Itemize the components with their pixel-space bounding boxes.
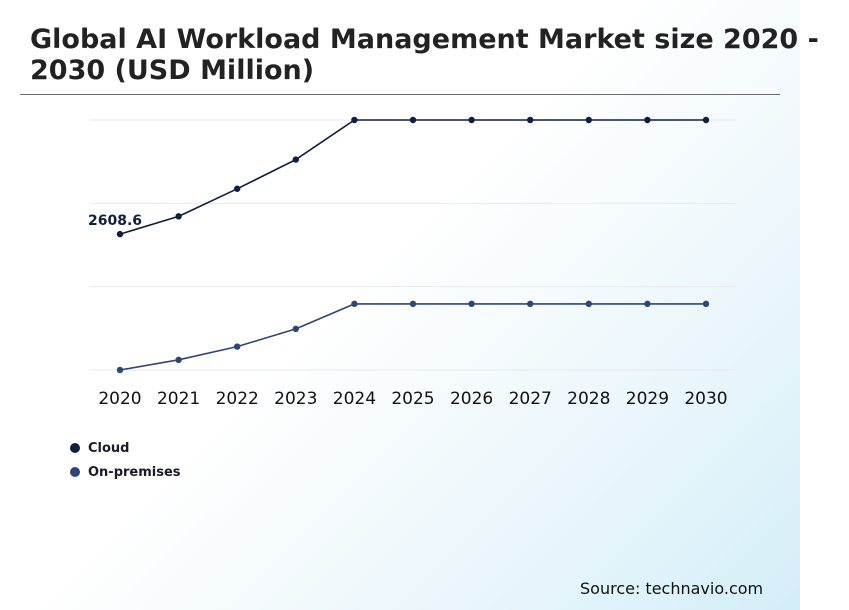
x-tick-label-2022: 2022 <box>216 389 259 409</box>
data-point-cloud-2023 <box>292 156 299 163</box>
data-point-cloud-2020 <box>116 230 124 238</box>
data-point-on-premises-2021 <box>175 356 182 364</box>
x-tick-label-2020: 2020 <box>98 389 141 409</box>
title-divider <box>20 94 780 95</box>
data-point-on-premises-2026 <box>468 300 475 308</box>
chart-title: Global AI Workload Management Market siz… <box>30 24 819 86</box>
chart-legend: Cloud On-premises <box>70 436 181 484</box>
data-point-on-premises-2029 <box>644 300 651 308</box>
data-point-cloud-2022 <box>234 185 241 192</box>
legend-label-cloud: Cloud <box>88 440 130 456</box>
x-tick-label-2027: 2027 <box>509 389 552 409</box>
x-tick-label-2028: 2028 <box>567 389 610 409</box>
data-point-on-premises-2020 <box>116 366 124 374</box>
data-points <box>116 116 710 374</box>
data-point-cloud-2029 <box>644 116 651 124</box>
x-tick-label-2023: 2023 <box>274 389 317 409</box>
data-point-cloud-2026 <box>468 116 475 124</box>
x-tick-label-2021: 2021 <box>157 389 200 409</box>
series-line-on-premises <box>119 303 706 371</box>
legend-label-on-premises: On-premises <box>88 464 181 480</box>
data-labels: 2608.6 <box>88 213 142 229</box>
data-point-cloud-2027 <box>527 116 534 124</box>
chart-background <box>0 0 800 610</box>
legend-marker-cloud <box>70 443 80 453</box>
source-credit: Source: technavio.com <box>580 579 764 598</box>
x-tick-label-2029: 2029 <box>626 389 669 409</box>
x-tick-label-2025: 2025 <box>391 389 434 409</box>
legend-item-on-premises: On-premises <box>70 460 181 484</box>
data-point-cloud-2025 <box>409 116 417 124</box>
data-point-on-premises-2027 <box>527 300 534 308</box>
series-lines <box>119 119 706 371</box>
data-point-on-premises-2028 <box>585 300 592 308</box>
x-tick-label-2030: 2030 <box>684 389 727 409</box>
legend-item-cloud: Cloud <box>70 436 181 460</box>
data-point-on-premises-2024 <box>351 300 358 308</box>
data-point-on-premises-2025 <box>409 300 417 308</box>
data-point-cloud-2024 <box>351 116 358 124</box>
gridlines <box>90 119 736 371</box>
x-axis-ticks: 2020 2021 2022 2023 2024 2025 2026 2027 2028 2029… <box>98 389 727 409</box>
data-point-on-premises-2022 <box>234 343 241 350</box>
x-tick-label-2024: 2024 <box>333 389 376 409</box>
data-point-cloud-2021 <box>175 213 182 220</box>
data-point-on-premises-2023 <box>292 325 299 333</box>
data-point-on-premises-2030 <box>702 300 710 308</box>
series-line-cloud <box>119 119 706 235</box>
data-point-cloud-2028 <box>585 116 592 124</box>
data-point-cloud-2030 <box>702 116 710 124</box>
x-tick-label-2026: 2026 <box>450 389 493 409</box>
legend-marker-on-premises <box>70 467 80 477</box>
data-label-2020: 2608.6 <box>88 213 142 229</box>
